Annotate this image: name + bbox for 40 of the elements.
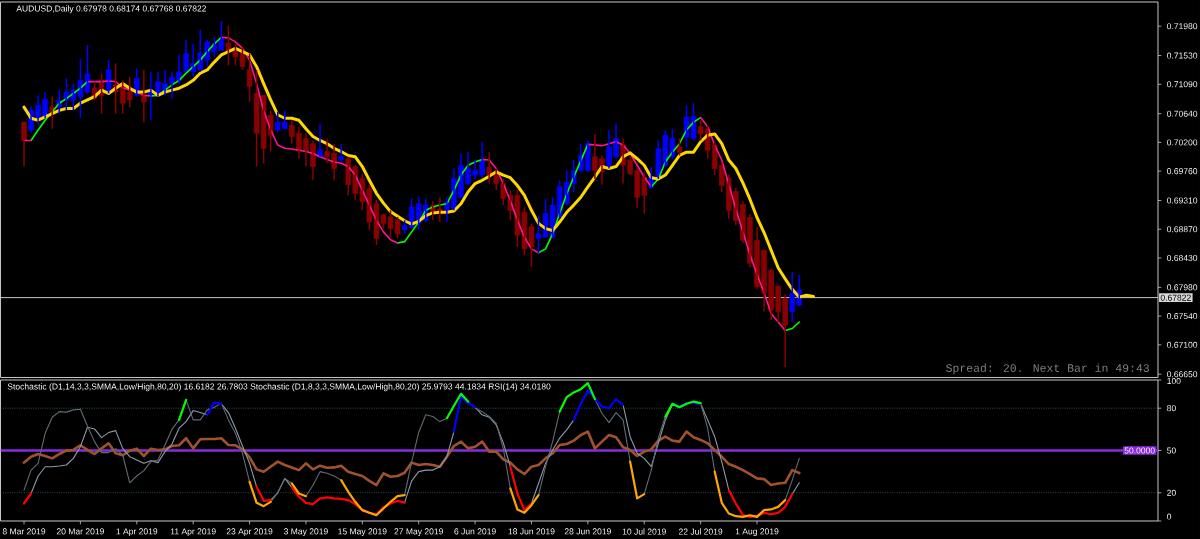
- y-tick-label: 0.70200: [1167, 139, 1198, 146]
- y-tick-label: 0.70640: [1167, 110, 1198, 117]
- x-tick-label: 27 May 2019: [394, 528, 443, 537]
- y-tick-label: 0.66650: [1167, 371, 1198, 378]
- candlestick: [338, 142, 344, 163]
- x-tick-label: 6 Jun 2019: [454, 528, 496, 535]
- candlestick: [246, 52, 253, 103]
- x-tick-label: 28 Jun 2019: [564, 528, 611, 535]
- y-tick-label: 0.67540: [1167, 313, 1198, 320]
- y-tick-label: 0.69760: [1167, 168, 1198, 175]
- x-tick-label: 18 Jun 2019: [508, 528, 555, 535]
- chart-title: Stochastic (D1,14,3,3,SMMA,Low/High,80,20) 16.6182 26.7803 Stochastic (D1,8,3,3,SMMA,Low/High,80,20) 25.9793 44.1834 RSI(14) 34.0180: [7, 383, 551, 392]
- y-tick-label: 0.71090: [1167, 81, 1198, 88]
- x-tick-label: 8 Mar 2019: [2, 528, 46, 535]
- y-tick-label: 0.71530: [1167, 52, 1198, 59]
- y-tick-label: 0.71980: [1167, 23, 1198, 30]
- x-tick-label: 3 May 2019: [283, 528, 328, 537]
- x-tick-label: 22 Jul 2019: [678, 528, 723, 535]
- ref-line-label: 0.67822: [1160, 294, 1191, 301]
- x-tick-label: 11 Apr 2019: [170, 528, 216, 537]
- x-tick-label: 1 Apr 2019: [116, 528, 158, 537]
- x-tick-label: 23 Apr 2019: [226, 528, 273, 537]
- y-tick-label: 0.67100: [1167, 341, 1198, 348]
- x-tick-label: 15 May 2019: [338, 528, 387, 537]
- x-tick-label: 20 Mar 2019: [56, 528, 104, 535]
- y-tick-label: 100: [1167, 378, 1181, 385]
- chart-title: AUDUSD,Daily 0.67978 0.68174 0.67768 0.67822: [16, 5, 207, 14]
- ref-line-label: 50.0000: [1124, 447, 1155, 454]
- y-tick-label: 0: [1167, 513, 1172, 520]
- y-tick-label: 0.67980: [1167, 284, 1198, 291]
- y-tick-label: 0.68870: [1167, 226, 1198, 233]
- text: Spread: 20. Next Bar in 49:43: [946, 363, 1149, 375]
- candlestick: [225, 24, 232, 67]
- y-tick-label: 80: [1167, 405, 1176, 412]
- y-tick-label: 0.68430: [1167, 254, 1198, 262]
- y-tick-label: 0.69310: [1167, 197, 1198, 204]
- x-tick-label: 1 Aug 2019: [735, 528, 779, 537]
- y-tick-label: 50: [1167, 447, 1176, 454]
- x-tick-label: 10 Jul 2019: [622, 528, 666, 535]
- y-tick-label: 20: [1167, 489, 1176, 496]
